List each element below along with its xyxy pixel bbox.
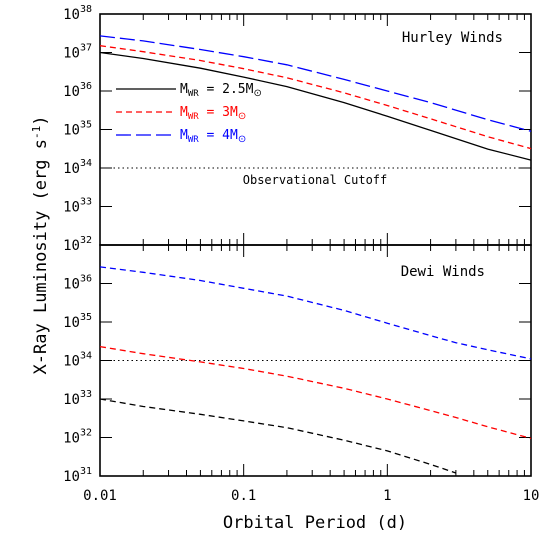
top-series-line-3 <box>99 35 532 132</box>
bot-series-line-1 <box>99 398 457 474</box>
y-tick-label: 1033 <box>63 197 92 216</box>
y-tick-label: 1035 <box>63 120 92 139</box>
top-series-line-1 <box>99 51 532 161</box>
y-tick-label: 1036 <box>63 274 92 293</box>
top-panel-title: Hurley Winds <box>402 30 503 46</box>
x-tick-label: 10 <box>523 488 540 504</box>
bottom-panel: Dewi Winds 1031 1032 1033 1034 1035 1036 0.01… <box>63 244 539 504</box>
bottom-series-group <box>99 266 532 474</box>
x-axis-title: Orbital Period (d) <box>223 513 407 533</box>
x-tick-label: 1 <box>383 488 391 504</box>
y-tick-label: 1032 <box>63 428 92 447</box>
top-panel-frame <box>99 13 532 246</box>
legend-label-1: MWR = 2.5M⊙ <box>180 82 262 99</box>
y-tick-label: 1034 <box>63 351 92 370</box>
y-tick-label: 1033 <box>63 389 92 408</box>
y-tick-label: 1036 <box>63 81 92 100</box>
bottom-panel-ticks <box>99 244 531 477</box>
top-panel-ticks <box>99 13 531 246</box>
top-y-tick-labels: 1032 1033 1034 1035 1036 1037 1038 <box>63 4 92 254</box>
y-tick-label: 1037 <box>63 43 92 62</box>
x-tick-label: 0.01 <box>83 488 117 504</box>
x-tick-label: 0.1 <box>231 488 256 504</box>
bottom-y-tick-labels: 1031 1032 1033 1034 1035 1036 <box>63 274 92 486</box>
y-tick-label: 1032 <box>63 235 92 254</box>
y-tick-label: 1034 <box>63 158 92 177</box>
top-series-group <box>99 35 532 161</box>
x-tick-labels: 0.01 0.1 1 10 <box>83 488 539 504</box>
top-panel: Observational Cutoff Hurley Winds 103210… <box>63 4 532 254</box>
y-tick-label: 1031 <box>63 466 92 485</box>
y-axis-title: X-Ray Luminosity (erg s-1) <box>30 116 51 375</box>
top-series-line-2 <box>99 45 532 150</box>
bot-series-line-3 <box>99 266 532 360</box>
y-tick-label: 1035 <box>63 312 92 331</box>
observational-cutoff-label: Observational Cutoff <box>243 173 388 187</box>
y-tick-label: 1038 <box>63 4 92 23</box>
legend-label-2: MWR = 3M⊙ <box>180 105 246 122</box>
bot-series-line-2 <box>99 345 532 440</box>
bottom-panel-title: Dewi Winds <box>401 264 485 280</box>
legend-label-3: MWR = 4M⊙ <box>180 128 246 145</box>
legend: MWR = 2.5M⊙ MWR = 3M⊙ MWR = 4M⊙ <box>116 82 262 145</box>
